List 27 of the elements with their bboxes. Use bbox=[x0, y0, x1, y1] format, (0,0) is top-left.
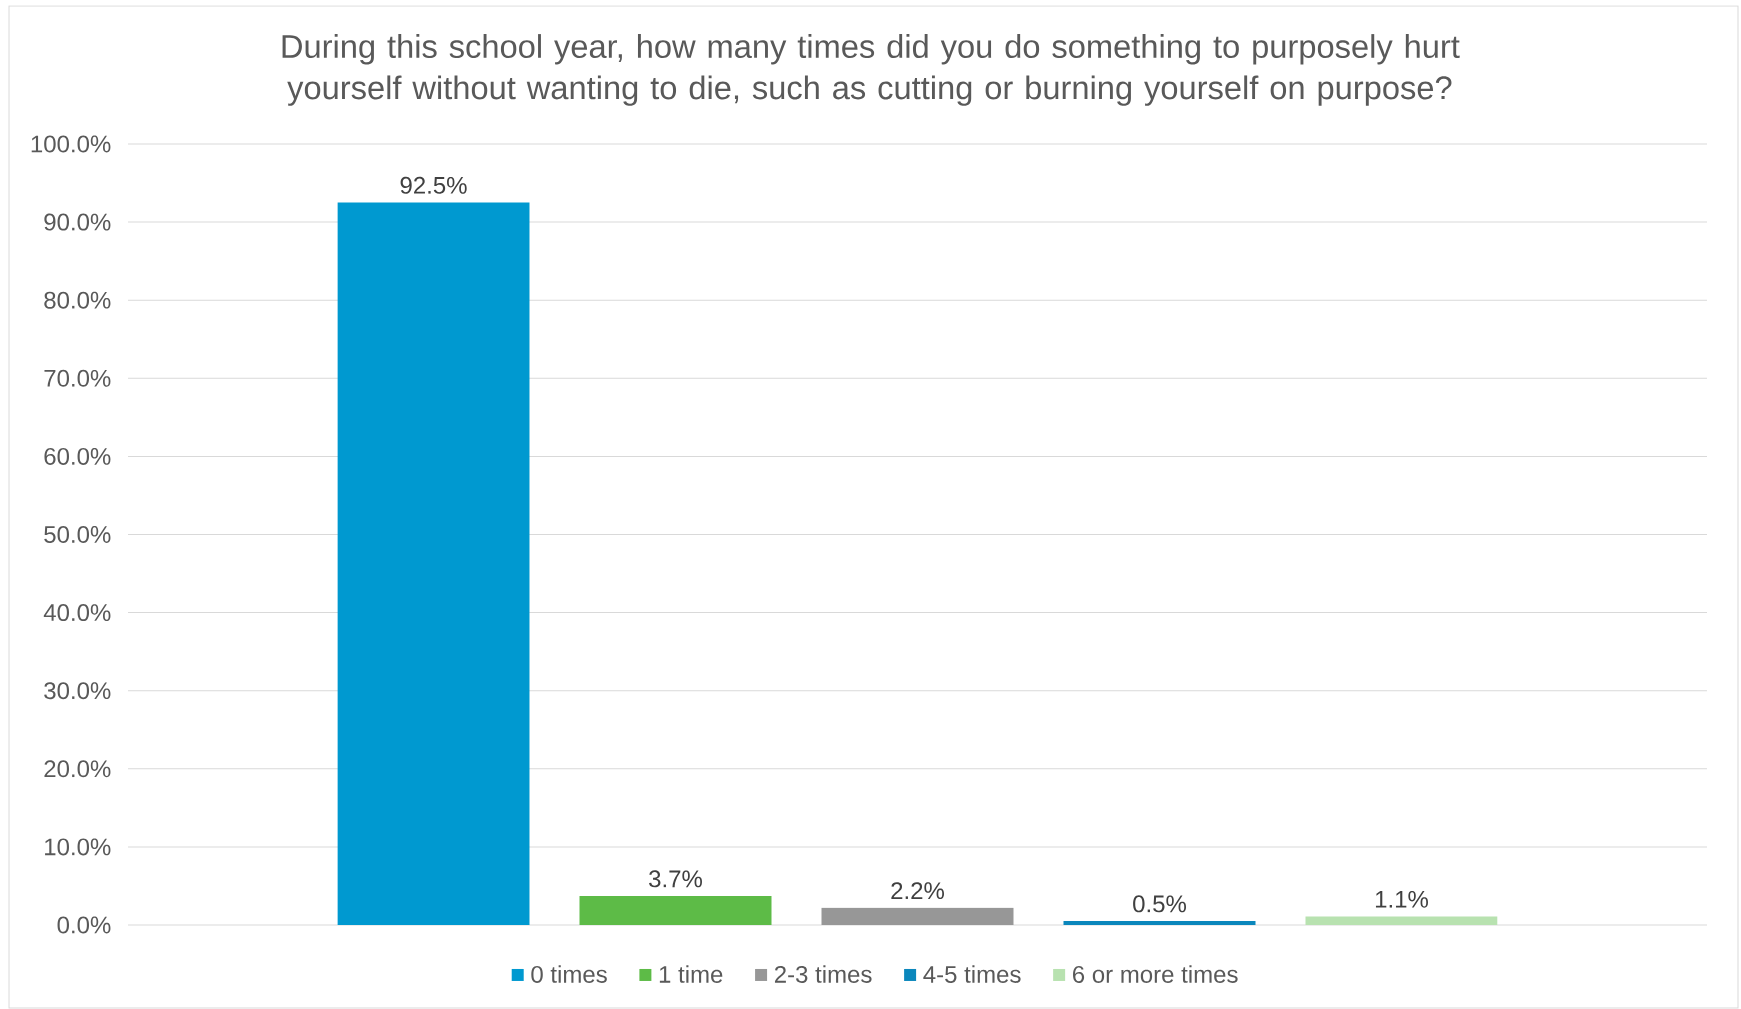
legend-label: 0 times bbox=[531, 965, 607, 983]
y-tick-label: 10.0% bbox=[45, 838, 111, 856]
bar bbox=[579, 896, 772, 925]
chart-title: During this school year, how many times did you do something to purposely hurt yourself without wanting to die, such as cutting or burning yourself on purpose? bbox=[282, 34, 1460, 106]
legend-label: 1 time bbox=[659, 965, 723, 983]
data-label: 1.1% bbox=[1375, 890, 1428, 908]
y-tick-label: 100.0% bbox=[31, 135, 111, 153]
y-tick-label: 90.0% bbox=[44, 213, 111, 231]
data-label: 3.7% bbox=[649, 870, 702, 888]
legend-label: 2-3 times bbox=[774, 965, 872, 983]
bar bbox=[1305, 916, 1498, 925]
y-tick-label: 0.0% bbox=[57, 916, 111, 934]
y-tick-label: 40.0% bbox=[43, 604, 111, 622]
legend-label: 4-5 times bbox=[923, 965, 1021, 983]
data-label: 92.5% bbox=[400, 176, 467, 194]
bar bbox=[337, 202, 530, 925]
data-label: 2.2% bbox=[891, 882, 944, 900]
y-tick-label: 50.0% bbox=[44, 525, 111, 543]
y-tick-label: 80.0% bbox=[44, 291, 111, 309]
y-tick-label: 20.0% bbox=[44, 760, 111, 778]
legend-label: 6 or more times bbox=[1073, 965, 1238, 983]
y-tick-label: 70.0% bbox=[44, 369, 111, 387]
y-tick-label: 60.0% bbox=[44, 447, 111, 465]
y-tick-label: 30.0% bbox=[44, 682, 111, 700]
data-label: 0.5% bbox=[1133, 895, 1186, 913]
bar bbox=[1063, 921, 1256, 925]
bar bbox=[821, 907, 1014, 925]
